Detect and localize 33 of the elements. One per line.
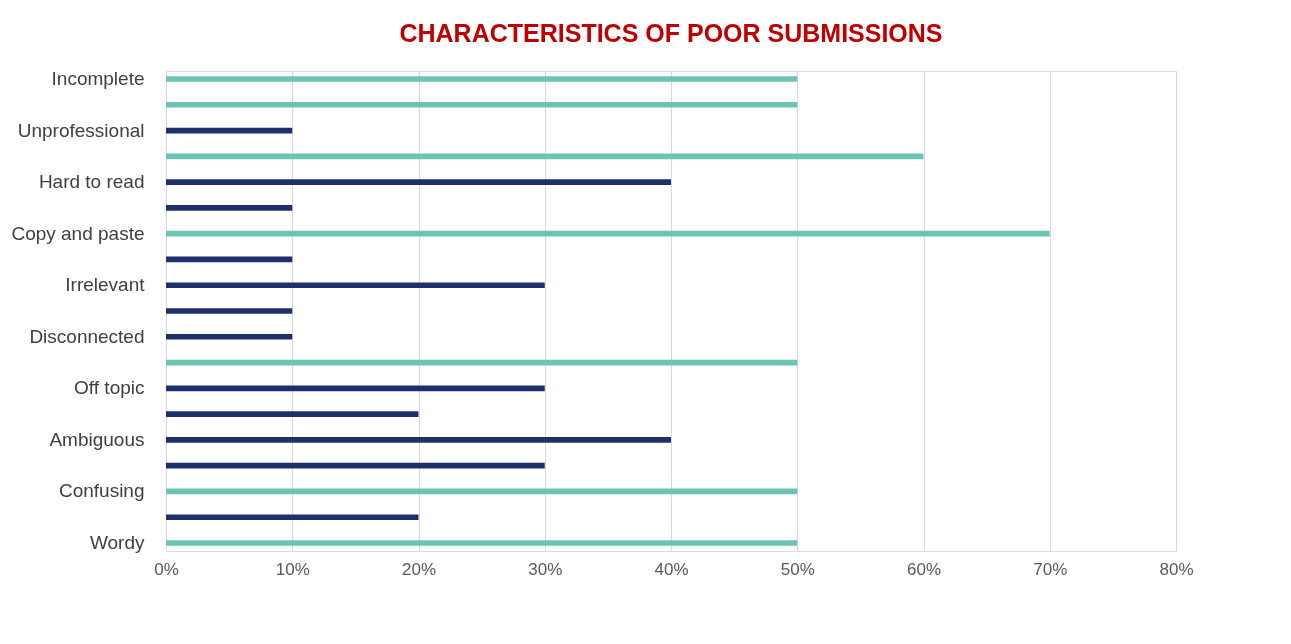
y-tick-label: Hard to read: [38, 171, 145, 193]
bar: [166, 437, 671, 443]
x-tick-label: 40%: [654, 559, 689, 579]
x-tick-label: 10%: [275, 559, 310, 579]
x-tick-label: 50%: [780, 559, 815, 579]
y-tick-label: Unprofessional: [17, 119, 145, 141]
bar: [166, 308, 293, 314]
bar: [166, 333, 293, 340]
x-tick-label: 60%: [906, 559, 942, 579]
y-tick-label: Copy and paste: [11, 222, 145, 244]
y-tick-label: Off topic: [74, 377, 145, 399]
x-tick-label: 0%: [154, 559, 179, 579]
y-tick-label: Disconnected: [29, 325, 145, 347]
bar: [166, 153, 924, 160]
y-tick-label: Ambiguous: [49, 428, 145, 450]
chart-title: CHARACTERISTICS OF POOR SUBMISSIONS: [399, 19, 943, 48]
bar: [166, 205, 293, 211]
y-tick-label: Wordy: [89, 532, 145, 554]
bar: [166, 514, 419, 521]
bar: [166, 282, 545, 289]
y-tick-label: Incomplete: [51, 67, 145, 89]
bar: [166, 76, 798, 82]
x-tick-label: 20%: [401, 559, 437, 579]
x-tick-label: 70%: [1033, 559, 1068, 579]
bar: [166, 411, 419, 417]
bar: [166, 540, 798, 546]
bar: [166, 179, 671, 185]
x-tick-label: 80%: [1159, 559, 1194, 579]
x-tick-label: 30%: [528, 559, 563, 579]
y-tick-label: Confusing: [58, 480, 145, 502]
y-tick-label: Irrelevant: [65, 274, 146, 296]
bar: [166, 462, 545, 469]
bar: [166, 101, 798, 108]
